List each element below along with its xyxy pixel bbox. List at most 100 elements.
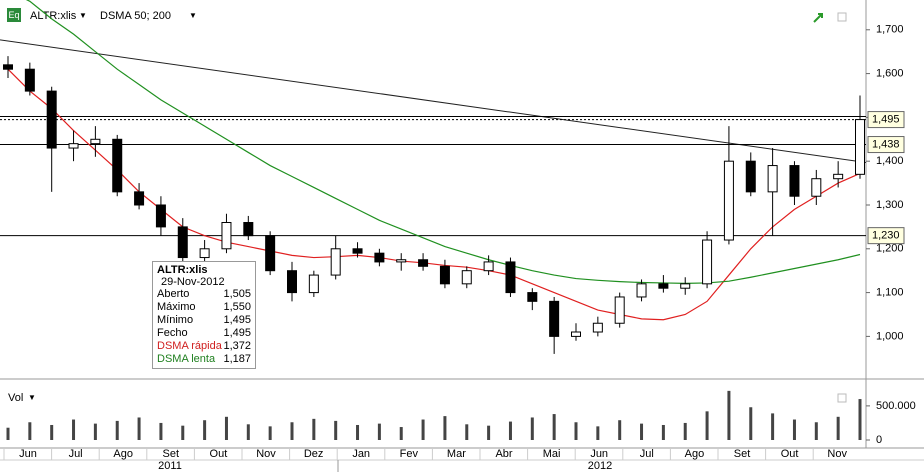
volume-bar [28,422,32,440]
volume-bar [268,426,272,440]
price-label: 1,230 [872,230,900,242]
tooltip-date: 29-Nov-2012 [161,276,225,288]
volume-bar [727,390,731,440]
tooltip-row: DSMA rápida 1,372 [157,340,251,353]
volume-bar [72,419,76,440]
tooltip-row: Mínimo 1,495 [157,314,251,327]
volume-label[interactable]: Vol [8,392,23,404]
x-tick-label: Dez [304,448,324,460]
y-tick-label: 1,200 [876,243,904,255]
volume-bar [290,422,294,440]
volume-bar [596,426,600,440]
volume-bar [115,420,119,440]
candle-body [614,296,625,324]
x-tick-label: Out [781,448,799,460]
candle-body [90,138,101,145]
candle-body [702,239,713,285]
y-tick-label: 500.000 [876,400,916,412]
volume-bar [137,417,141,440]
study[interactable]: DSMA 50; 200 [100,10,171,22]
volume-bar [640,423,644,440]
volume-bar [705,411,709,440]
volume-bar [771,413,775,440]
volume-bar [487,425,491,440]
volume-bar [792,419,796,440]
dropdown[interactable]: ▼ [79,11,87,20]
dropdown[interactable]: ▼ [189,11,197,20]
volume-bar [377,423,381,440]
volume-bar [465,424,469,440]
x-tick-label: Jul [69,448,83,460]
volume-bar [6,427,10,440]
trend-icon[interactable] [813,13,823,23]
candle-body [527,292,538,302]
candle-body [199,248,210,259]
pane-button[interactable] [837,12,847,22]
tooltip-key: Mínimo [157,314,194,326]
x-tick-label: Ago [685,448,705,460]
candle-body [483,261,494,272]
x-tick-label: Set [163,448,180,460]
icon[interactable] [7,8,21,22]
candle-body [46,90,57,149]
volume-bar [399,427,403,440]
volume-bar [50,424,54,440]
candle-body [723,160,734,241]
trendline [0,39,866,163]
x-tick-label: Jun [590,448,608,460]
y-tick-label: 1,400 [876,155,904,167]
candle-body [396,259,407,263]
tooltip-value: 1,187 [223,353,251,365]
tooltip-value: 1,495 [223,327,251,339]
tooltip-key: Fecho [157,327,188,339]
candle-body [418,259,429,267]
tooltip-value: 1,372 [223,340,251,352]
symbol[interactable]: ALTR:xlis [30,10,77,22]
tooltip-row: Aberto 1,505 [157,288,251,301]
x-tick-label: Jun [19,448,37,460]
tooltip-symbol: ALTR:xlis [157,264,208,276]
pane-button[interactable] [837,393,847,403]
volume-bar [749,407,753,440]
price-label-box [867,111,905,129]
volume-bar [181,425,185,440]
volume-bar [530,417,534,440]
y-tick-label: 1,600 [876,67,904,79]
x-tick-label: Abr [495,448,512,460]
y-tick-label: 1,700 [876,24,904,36]
price-label-box [867,227,905,245]
volume-bar [683,422,687,440]
candle-body [308,274,319,294]
price-label: 1,495 [872,113,900,125]
candle-body [155,204,166,228]
candle-body [767,165,778,193]
candle-body [221,222,232,250]
tooltip-key: DSMA rápida [157,340,222,352]
candle-body [177,226,188,259]
candle-body [24,68,35,92]
dropdown[interactable]: ▼ [28,393,36,402]
price-pane [0,0,866,354]
y-tick-label: 1,000 [876,330,904,342]
candle-body [789,165,800,197]
moving-average [25,0,861,284]
x-tick-label: Jan [352,448,370,460]
tooltip-key: Máximo [157,301,196,313]
tooltip-row: Fecho 1,495 [157,327,251,340]
volume-bar [421,419,425,440]
tooltip-value: 1,550 [223,301,251,313]
candle-body [658,283,669,289]
volume-bar [508,421,512,440]
candle-body [265,235,276,272]
year-label: 2012 [588,460,612,472]
candle-body [505,261,516,294]
volume-bar [618,420,622,440]
volume-bar [246,424,250,440]
tooltip-value: 1,495 [223,314,251,326]
candle-body [243,222,254,237]
moving-average [7,68,861,321]
x-tick-label: Fev [400,448,419,460]
candle-body [571,331,581,337]
volume-bar [159,422,163,440]
